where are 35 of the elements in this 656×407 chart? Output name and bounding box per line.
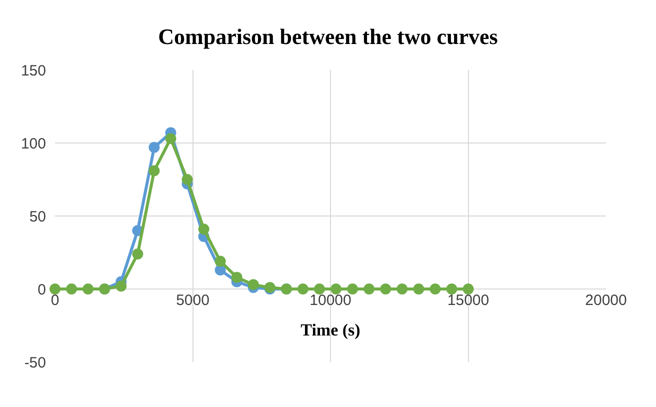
y-tick-label: 50	[29, 208, 46, 226]
point	[297, 284, 308, 294]
point	[430, 284, 441, 294]
point	[165, 133, 176, 144]
point	[182, 174, 193, 185]
point	[330, 284, 342, 294]
point	[198, 224, 210, 235]
point	[462, 284, 474, 294]
point	[413, 284, 424, 294]
x-tick-label: 5000	[176, 292, 210, 309]
point	[66, 284, 78, 294]
point	[364, 284, 375, 294]
point	[214, 256, 226, 267]
point	[248, 279, 259, 290]
y-tick-label: 150	[20, 62, 46, 80]
point	[446, 284, 458, 294]
point	[231, 272, 242, 283]
point	[116, 280, 127, 292]
point	[347, 284, 358, 294]
y-tick-label: 100	[20, 135, 46, 152]
point	[380, 284, 392, 294]
x-tick-label: 10000	[310, 292, 352, 309]
x-tick-label: 20000	[585, 292, 627, 309]
y-tick-label: -50	[24, 354, 46, 372]
point	[132, 248, 144, 260]
point	[148, 165, 160, 176]
point	[82, 284, 94, 294]
point	[396, 284, 408, 294]
x-axis-title: Time (s)	[300, 320, 360, 340]
x-tick-label: 0	[50, 292, 60, 309]
point	[314, 284, 325, 294]
chart-title: Comparison between the two curves	[158, 24, 498, 49]
x-tick-label: 15000	[447, 292, 490, 309]
point	[50, 284, 60, 294]
point	[148, 142, 160, 153]
